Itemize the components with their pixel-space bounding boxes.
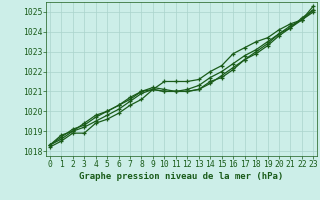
- X-axis label: Graphe pression niveau de la mer (hPa): Graphe pression niveau de la mer (hPa): [79, 172, 284, 181]
